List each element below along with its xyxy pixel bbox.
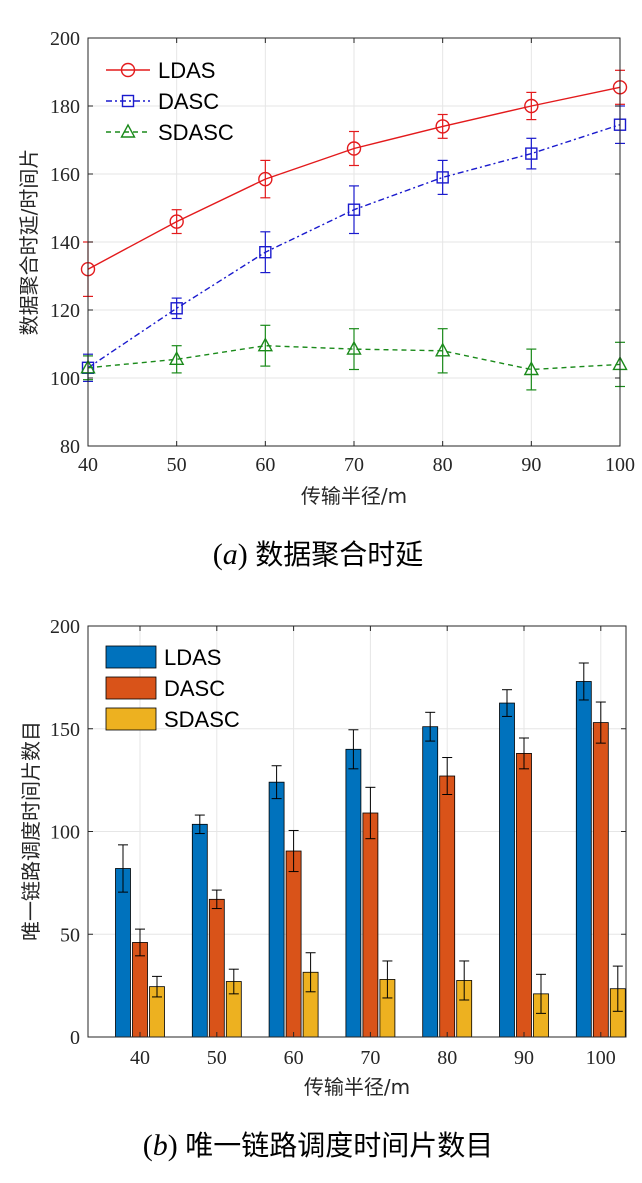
chart-b-series-ldas <box>115 662 592 1038</box>
chart-b-legend-swatch-sdasc <box>105 707 157 731</box>
chart-a-xtick-label: 100 <box>605 454 635 476</box>
chart-b-xtick-label: 70 <box>360 1047 380 1069</box>
chart-b-legend-label-dasc: DASC <box>164 676 225 701</box>
chart-a-ytick-label: 180 <box>50 96 80 118</box>
chart-b-caption-letter: b <box>153 1129 168 1162</box>
chart-b-bar-dasc <box>362 812 379 1038</box>
chart-a-legend-marker-ldas <box>120 62 136 78</box>
chart-a-ytick-label: 140 <box>50 232 80 254</box>
chart-a-point-dasc <box>347 203 361 216</box>
chart-b-caption-paren-open: ( <box>143 1129 153 1162</box>
chart-b-bar-ldas <box>422 726 439 1038</box>
chart-b-xtick-label: 50 <box>207 1047 227 1069</box>
chart-b-bar-ldas <box>499 702 515 1038</box>
chart-a-ylabel: 数据聚合时延/时间片 <box>17 149 41 336</box>
chart-a-point-ldas <box>258 171 273 187</box>
chart-a-point-sdasc <box>346 340 362 355</box>
chart-a-xtick-label: 40 <box>78 454 98 476</box>
chart-b-legend-swatch-ldas <box>105 645 157 669</box>
chart-b-xtick-label: 100 <box>586 1047 616 1069</box>
chart-a-ytick-label: 100 <box>50 368 80 390</box>
chart-b-xtick-label: 90 <box>514 1047 534 1069</box>
chart-b-legend-label-ldas: LDAS <box>164 645 221 670</box>
chart-a-caption-paren-close: ) <box>238 538 256 571</box>
chart-b-bar-ldas <box>345 748 362 1038</box>
chart-b-bar-ldas <box>575 681 592 1038</box>
chart-b-ytick-label: 0 <box>70 1027 80 1049</box>
chart-b-bar-ldas <box>191 823 208 1038</box>
chart-a-point-sdasc <box>257 337 274 352</box>
chart-a-ytick-label: 200 <box>50 28 80 50</box>
chart-a-xtick-label: 90 <box>521 454 541 476</box>
chart-a-ytick-label: 80 <box>60 436 80 458</box>
chart-a-legend-label-ldas: LDAS <box>158 58 215 83</box>
chart-b-legend: LDAS DASC SDASC <box>105 645 240 732</box>
chart-b-caption-paren-close: ) <box>168 1129 186 1162</box>
chart-a-point-ldas <box>346 141 362 156</box>
chart-a-legend-label-dasc: DASC <box>158 89 219 114</box>
chart-b-ytick-label: 200 <box>50 616 80 638</box>
chart-b-bar-ldas <box>268 781 285 1038</box>
chart-b-bar-dasc <box>516 753 532 1038</box>
chart-a-xtick-label: 60 <box>255 454 275 476</box>
chart-a-point-sdasc <box>168 350 185 365</box>
chart-b-bar-ldas <box>115 868 131 1038</box>
chart-b-bar-dasc <box>208 898 225 1038</box>
chart-b-ytick-label: 100 <box>50 822 80 844</box>
chart-b-bar-dasc <box>592 722 609 1038</box>
chart-a-legend-label-sdasc: SDASC <box>158 120 234 145</box>
chart-a-caption-text: 数据聚合时延 <box>255 538 423 571</box>
chart-a-legend: LDAS DASC SDASC <box>106 58 234 145</box>
chart-a-point-dasc <box>436 171 449 184</box>
chart-b-ylabel: 唯一链路调度时间片数目 <box>19 721 43 941</box>
chart-a-xtick-label: 50 <box>167 454 187 476</box>
chart-a-xlabel: 传输半径/m <box>301 484 407 508</box>
chart-a-caption-letter: a <box>223 538 238 571</box>
chart-a-point-dasc <box>525 147 538 160</box>
chart-b-legend-label-sdasc: SDASC <box>164 707 240 732</box>
chart-a-point-dasc <box>170 302 183 315</box>
chart-a-point-ldas <box>524 98 539 114</box>
chart-b-series-sdasc <box>149 952 626 1038</box>
chart-a-xtick-label: 80 <box>433 454 453 476</box>
chart-a-axes: 40 50 60 70 80 90 100 80 100 120 140 160 180 200 <box>50 28 635 476</box>
chart-b-caption-text: 唯一链路调度时间片数目 <box>185 1129 493 1162</box>
chart-b-xtick-label: 80 <box>437 1047 457 1069</box>
chart-a-point-ldas <box>169 214 184 229</box>
chart-a-point-dasc <box>259 245 272 259</box>
chart-a-caption: (a) 数据聚合时延 <box>213 538 424 571</box>
chart-a-point-ldas <box>435 119 450 134</box>
chart-b-xtick-label: 60 <box>284 1047 304 1069</box>
chart-a-ytick-label: 120 <box>50 300 80 322</box>
chart-b-series-group <box>115 662 626 1038</box>
chart-b-ytick-label: 50 <box>60 924 80 946</box>
chart-b-bar-dasc <box>439 775 456 1038</box>
chart-a-point-sdasc <box>523 361 540 376</box>
chart-b-axes: 40 50 60 70 80 90 100 0 50 100 150 200 <box>50 616 627 1069</box>
chart-b-caption: (b) 唯一链路调度时间片数目 <box>143 1129 494 1162</box>
chart-b-bar-plot: 40 50 60 70 80 90 100 0 50 100 150 200 LDAS DASC SDAS… <box>19 616 627 1162</box>
chart-b-xtick-label: 40 <box>130 1047 150 1069</box>
chart-b-ytick-label: 150 <box>50 719 80 741</box>
chart-a-ytick-label: 160 <box>50 164 80 186</box>
chart-a-legend-marker-dasc <box>121 94 135 108</box>
chart-b-xlabel: 传输半径/m <box>304 1075 410 1099</box>
chart-a-point-sdasc <box>434 342 451 357</box>
chart-b-bar-dasc <box>285 850 302 1038</box>
chart-a-line-plot: 40 50 60 70 80 90 100 80 100 120 140 160 180 200 LDAS… <box>17 28 635 571</box>
chart-b-legend-swatch-dasc <box>105 676 157 700</box>
chart-a-caption-paren-open: ( <box>213 538 223 571</box>
chart-b-bar-dasc <box>132 942 148 1038</box>
chart-a-xtick-label: 70 <box>344 454 364 476</box>
chart-a-legend-marker-sdasc <box>120 123 136 138</box>
